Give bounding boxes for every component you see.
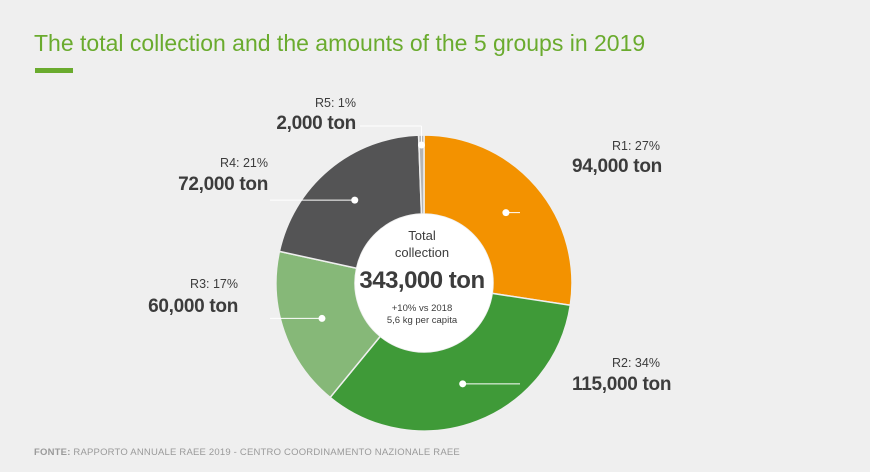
slice-value-label-r1: 94,000 ton [572, 156, 662, 177]
slice-value-label-r5: 2,000 ton [276, 113, 356, 134]
leader-dot-r5 [417, 141, 425, 149]
center-note-line2: 5,6 kg per capita [386, 315, 458, 326]
center-title-line1: Total [408, 228, 436, 243]
center-summary: Total collection 343,000 ton +10% vs 201… [354, 227, 490, 327]
title-underline [35, 68, 73, 73]
center-title-line2: collection [394, 245, 450, 260]
leader-dot-r4 [351, 196, 359, 204]
chart-title: The total collection and the amounts of … [34, 30, 646, 56]
source-note: FONTE: RAPPORTO ANNUALE RAEE 2019 - CENT… [34, 447, 460, 458]
slice-percent-label-r4: R4: 21% [220, 156, 268, 170]
center-note-line1: +10% vs 2018 [391, 303, 453, 314]
slice-value-label-r3: 60,000 ton [148, 296, 238, 317]
donut-hole [355, 214, 493, 352]
center-total: 343,000 ton [359, 267, 485, 294]
slice-percent-label-r1: R1: 27% [612, 139, 660, 153]
slice-percent-label-r5: R5: 1% [315, 96, 356, 110]
slice-percent-label-r2: R2: 34% [612, 356, 660, 370]
source-text: RAPPORTO ANNUALE RAEE 2019 - CENTRO COOR… [73, 447, 460, 458]
leader-dot-r2 [459, 380, 467, 388]
slice-percent-label-r3: R3: 17% [190, 277, 238, 291]
leader-dot-r3 [318, 314, 326, 322]
slice-value-label-r4: 72,000 ton [178, 174, 268, 195]
source-prefix: FONTE: [34, 447, 71, 458]
slice-value-label-r2: 115,000 ton [572, 374, 672, 395]
leader-dot-r1 [502, 209, 510, 217]
